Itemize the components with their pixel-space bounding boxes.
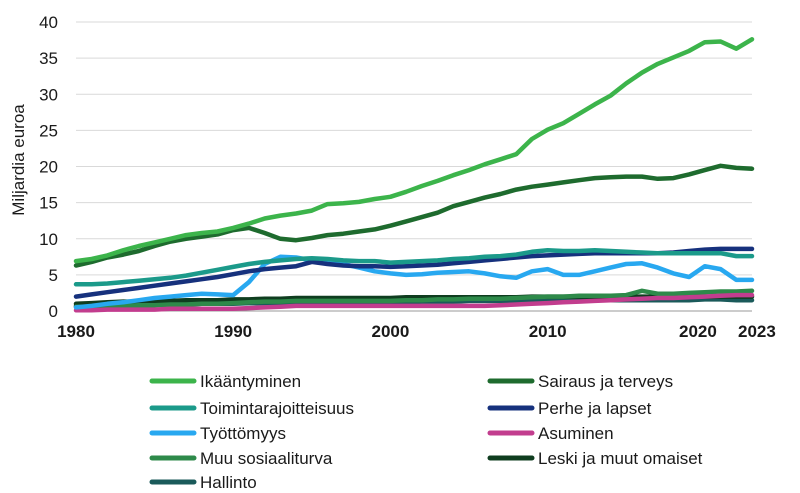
x-tick-label: 2010 [529, 322, 567, 341]
y-tick-label: 15 [39, 194, 58, 213]
y-axis-label: Miljardia euroa [9, 104, 28, 216]
y-axis-ticks: 0 5 10 15 20 25 30 35 40 [39, 13, 58, 321]
series-line-5 [73, 292, 755, 313]
y-tick-label: 30 [39, 85, 58, 104]
x-tick-label: 2020 [679, 322, 717, 341]
legend-label: Ikääntyminen [200, 372, 301, 391]
x-tick-label: 1980 [57, 322, 95, 341]
series-line-1 [73, 163, 755, 268]
legend-label: Sairaus ja terveys [538, 372, 673, 391]
y-tick-label: 10 [39, 230, 58, 249]
series-line-6 [73, 288, 755, 309]
legend-label: Perhe ja lapset [538, 399, 652, 418]
series-line-0 [73, 37, 755, 264]
x-axis-ticks: 1980 1990 2000 2010 2020 2023 [57, 322, 776, 341]
y-tick-label: 20 [39, 158, 58, 177]
series-lines [73, 37, 755, 313]
legend-label: Asuminen [538, 424, 614, 443]
legend-label: Hallinto [200, 473, 257, 492]
series-line-4 [73, 254, 755, 310]
y-tick-label: 0 [49, 302, 58, 321]
series-line-2 [73, 248, 755, 287]
legend: Ikääntyminen Sairaus ja terveys Toimintara… [149, 372, 703, 492]
x-tick-label: 1990 [214, 322, 252, 341]
y-tick-label: 40 [39, 13, 58, 32]
y-tick-label: 35 [39, 49, 58, 68]
y-tick-label: 5 [49, 266, 58, 285]
x-tick-label: 2023 [738, 322, 776, 341]
legend-label: Työttömyys [200, 424, 286, 443]
x-tick-label: 2000 [372, 322, 410, 341]
legend-label: Toimintarajoitteisuus [200, 399, 354, 418]
y-tick-label: 25 [39, 121, 58, 140]
legend-label: Leski ja muut omaiset [538, 449, 703, 468]
legend-label: Muu sosiaaliturva [200, 449, 333, 468]
